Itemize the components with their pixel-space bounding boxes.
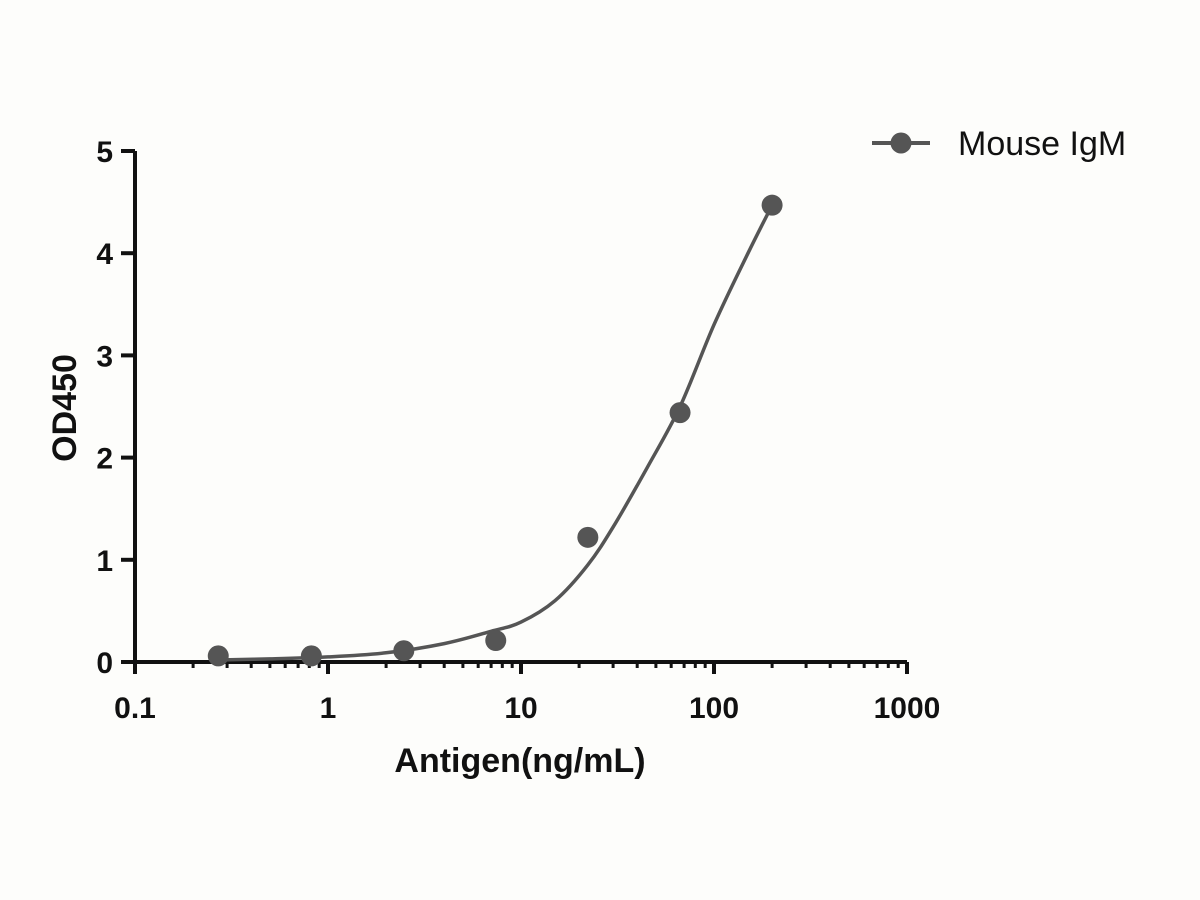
x-tick-label: 100 [689,692,739,725]
y-tick-label: 1 [96,545,113,578]
x-tick-label: 10 [504,692,537,725]
data-points [207,194,783,667]
data-point [669,402,691,424]
fit-curve [218,204,774,662]
x-tick-label: 0.1 [114,692,156,725]
data-point [761,194,783,216]
y-tick-label: 2 [96,443,113,476]
data-point [393,640,415,662]
data-point [300,645,322,667]
y-tick-label: 4 [96,238,113,271]
axes [121,149,909,674]
y-tick-label: 5 [96,136,113,169]
y-tick-label: 0 [96,647,113,680]
legend: Mouse IgM [872,125,1126,163]
data-point [577,526,599,548]
x-tick-label: 1 [320,692,337,725]
legend-marker [890,132,912,154]
data-point [207,645,229,667]
x-tick-label: 1000 [874,692,941,725]
fit-curves [218,204,774,662]
data-point [485,630,507,652]
y-axis-title: OD450 [46,354,84,462]
legend-label: Mouse IgM [958,125,1126,163]
y-tick-label: 3 [96,340,113,373]
y-tick-labels: 0 1 2 3 4 5 [96,136,113,680]
x-axis-title: Antigen(ng/mL) [394,742,645,780]
x-tick-labels: 0.1 1 10 100 1000 [114,692,940,725]
